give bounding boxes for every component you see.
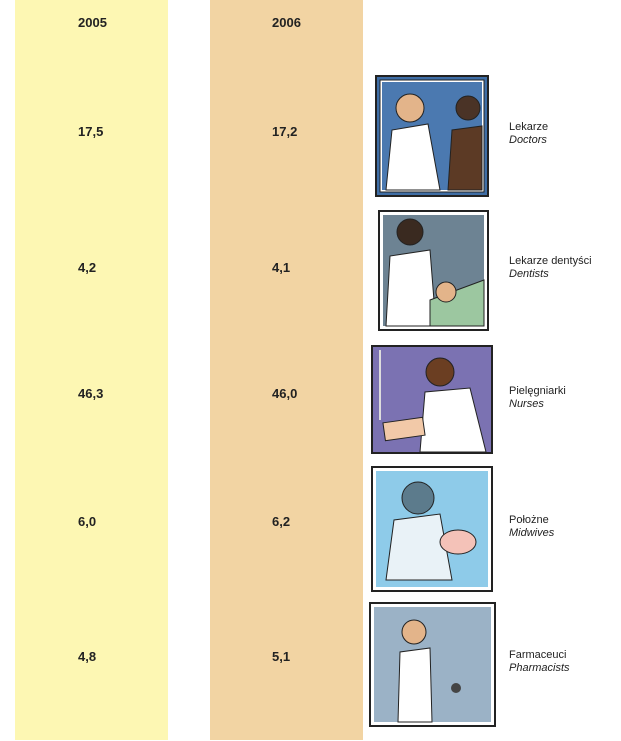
column-2005 — [15, 0, 168, 740]
column-2006 — [210, 0, 363, 740]
value-cell: 46,3 — [78, 386, 104, 401]
label-english: Pharmacists — [509, 662, 570, 674]
label-english: Midwives — [509, 527, 555, 539]
label-polish: Położne — [509, 514, 549, 526]
value-cell: 4,8 — [78, 649, 97, 664]
label-polish: Pielęgniarki — [509, 385, 566, 397]
value-cell: 5,1 — [272, 649, 291, 664]
row-label: Lekarze dentyści Dentists — [509, 255, 592, 281]
value-cell: 4,1 — [272, 260, 291, 275]
row-label: Lekarze Doctors — [509, 121, 548, 147]
value-cell: 6,2 — [272, 514, 291, 529]
column-header: 2006 — [272, 15, 301, 30]
label-polish: Lekarze — [509, 121, 549, 133]
pharmacists-image — [369, 602, 496, 727]
value-cell: 46,0 — [272, 386, 298, 401]
label-polish: Farmaceuci — [509, 649, 567, 661]
dentists-image — [378, 210, 489, 331]
row-label: Pielęgniarki Nurses — [509, 385, 566, 411]
label-english: Dentists — [509, 268, 549, 280]
value-cell: 17,5 — [78, 124, 104, 139]
value-cell: 6,0 — [78, 514, 97, 529]
nurses-image — [371, 345, 493, 454]
label-polish: Lekarze dentyści — [509, 255, 592, 267]
midwives-image — [371, 466, 493, 592]
row-label: Położne Midwives — [509, 514, 554, 540]
column-header: 2005 — [78, 15, 107, 30]
label-english: Nurses — [509, 398, 544, 410]
value-cell: 4,2 — [78, 260, 97, 275]
label-english: Doctors — [509, 134, 547, 146]
value-cell: 17,2 — [272, 124, 298, 139]
row-label: Farmaceuci Pharmacists — [509, 649, 570, 675]
doctors-image — [375, 75, 489, 197]
